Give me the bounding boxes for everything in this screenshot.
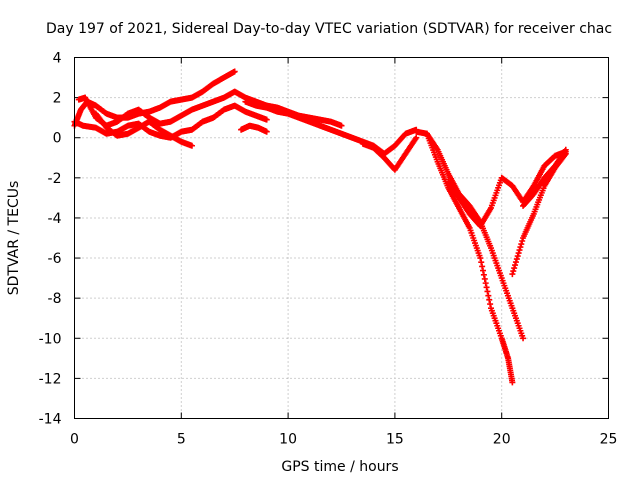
y-tick-label: -6 <box>48 251 62 267</box>
x-tick-label: 20 <box>493 432 511 448</box>
data-point <box>413 134 420 141</box>
data-point <box>479 263 486 270</box>
y-tick-label: -8 <box>48 291 62 307</box>
data-point <box>518 241 525 248</box>
y-tick-label: 4 <box>53 51 62 67</box>
data-point <box>477 255 484 262</box>
x-tick-label: 15 <box>386 432 404 448</box>
data-point <box>509 271 516 278</box>
grid-lines <box>74 57 609 419</box>
data-point <box>338 122 345 129</box>
data-point <box>484 288 491 295</box>
series-trace-5 <box>242 98 420 157</box>
data-point <box>482 280 489 287</box>
y-tick-label: -2 <box>48 171 62 187</box>
data-point <box>481 275 488 282</box>
y-tick-labels: -14 -12 -10 -8 -6 -4 -2 0 2 4 <box>39 51 62 428</box>
data-point <box>510 268 517 275</box>
data-point <box>485 292 492 299</box>
data-point <box>513 256 520 263</box>
y-tick-label: 0 <box>53 131 62 147</box>
series-trace-2 <box>75 88 345 129</box>
x-axis-label: GPS time / hours <box>281 459 398 475</box>
data-point <box>517 244 524 251</box>
x-tick-label: 5 <box>177 432 186 448</box>
chart-title: Day 197 of 2021, Sidereal Day-to-day VTE… <box>46 21 612 37</box>
data-point <box>487 301 494 308</box>
data-point <box>509 379 516 386</box>
data-point <box>480 271 487 278</box>
data-point <box>512 262 519 269</box>
y-tick-label: -4 <box>48 211 62 227</box>
x-tick-label: 0 <box>70 432 79 448</box>
data-point <box>515 250 522 257</box>
data-point <box>512 259 519 266</box>
y-axis-label: SDTVAR / TECUs <box>6 181 22 296</box>
data-point <box>483 284 490 291</box>
data-point <box>188 142 195 149</box>
y-tick-label: -14 <box>39 412 62 428</box>
plot-frame <box>74 57 609 419</box>
data-point <box>520 335 527 342</box>
data-point <box>562 146 569 153</box>
data-point <box>231 68 238 75</box>
data-point <box>511 265 518 272</box>
y-tick-label: -12 <box>39 371 62 387</box>
x-tick-labels: 0 5 10 15 20 25 <box>70 432 617 448</box>
series-trace-8 <box>413 128 516 386</box>
data-point <box>478 259 485 266</box>
data-point <box>263 116 270 123</box>
data-point <box>519 238 526 245</box>
data-point <box>514 253 521 260</box>
x-tick-label: 25 <box>600 432 618 448</box>
y-tick-label: 2 <box>53 91 62 107</box>
x-tick-label: 10 <box>279 432 297 448</box>
series-trace-7 <box>359 134 420 173</box>
data-point <box>486 296 493 303</box>
y-tick-label: -10 <box>39 331 62 347</box>
series-trace-4 <box>92 110 195 149</box>
data-point <box>480 267 487 274</box>
data-marks <box>71 68 569 386</box>
data-point <box>263 128 270 135</box>
series-trace-6 <box>238 122 270 135</box>
data-point <box>516 247 523 254</box>
series-trace-12 <box>520 146 569 209</box>
